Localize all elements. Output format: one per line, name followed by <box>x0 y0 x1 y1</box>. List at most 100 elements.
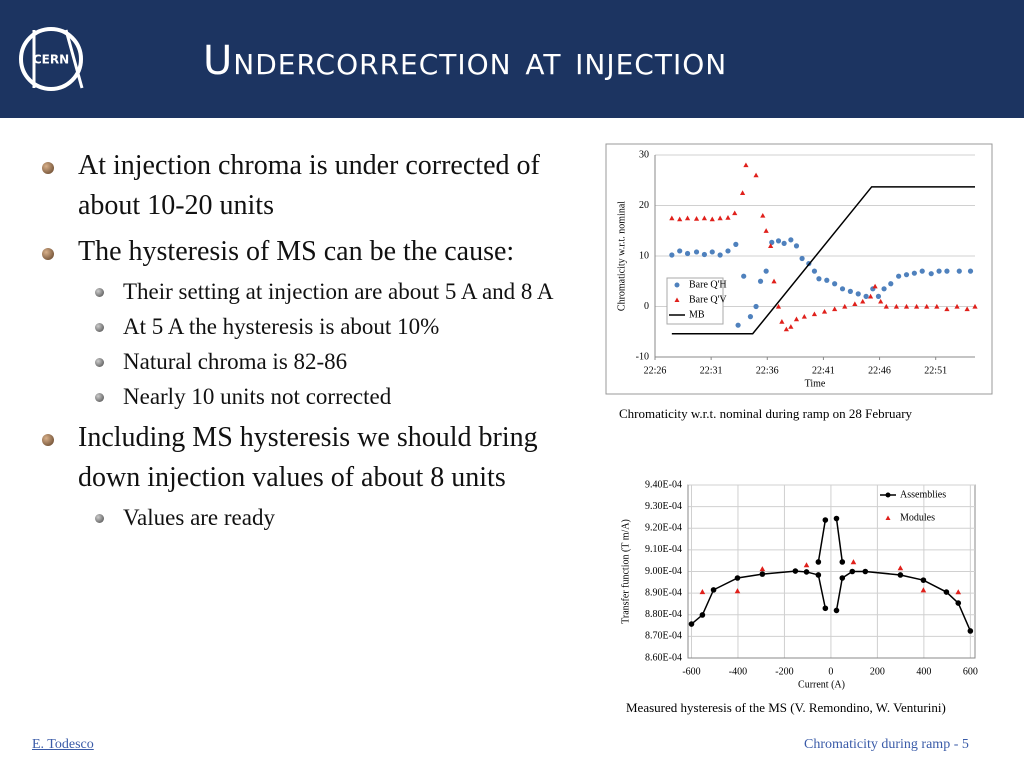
data-point <box>733 241 739 247</box>
data-point <box>833 607 840 614</box>
data-point <box>710 587 717 593</box>
data-point <box>735 322 741 328</box>
logo-ring <box>19 27 83 91</box>
data-point <box>964 306 970 312</box>
data-point <box>955 600 962 606</box>
data-point <box>863 293 869 299</box>
data-point <box>888 281 894 287</box>
data-point <box>839 286 846 292</box>
y-tick-label: 10 <box>639 250 649 261</box>
y-tick-label: 8.80E-04 <box>645 609 682 620</box>
x-tick-label: 200 <box>870 666 885 677</box>
data-point <box>775 303 782 309</box>
x-tick-label: 22:46 <box>868 365 891 376</box>
bullet-text: Nearly 10 units not corrected <box>123 384 392 409</box>
legend-label: Bare Q'V <box>689 294 727 305</box>
data-point <box>769 239 775 245</box>
data-point <box>741 273 747 279</box>
data-point <box>972 303 978 309</box>
footer-page: Chromaticity during ramp - 5 <box>804 737 969 752</box>
data-point <box>768 243 774 248</box>
data-point <box>850 559 857 565</box>
data-point <box>920 587 927 593</box>
data-point <box>943 589 950 595</box>
data-point <box>847 288 853 294</box>
data-point <box>872 283 878 289</box>
slide-title: Undercorrection at injection <box>203 38 728 84</box>
data-point <box>944 306 950 312</box>
data-point <box>759 571 766 577</box>
data-point <box>860 298 866 304</box>
data-point <box>801 314 807 319</box>
bullet-marker <box>95 288 104 297</box>
bullet-text: The hysteresis of MS can be the cause: <box>78 236 515 267</box>
data-point <box>739 190 746 195</box>
data-point <box>677 248 683 254</box>
sub-bullet: Nearly 10 units not corrected <box>40 381 570 412</box>
data-point <box>763 268 769 274</box>
y-tick-label: 8.70E-04 <box>645 631 682 642</box>
y-tick-label: 9.00E-04 <box>645 566 682 577</box>
data-point <box>934 303 940 309</box>
data-point <box>669 215 675 221</box>
data-point <box>693 249 700 255</box>
data-point <box>763 228 769 233</box>
data-point <box>688 621 695 627</box>
data-point <box>781 240 787 246</box>
bullet-text: Including MS hysteresis we should bring … <box>78 422 538 493</box>
data-point <box>811 268 818 274</box>
bullet: Including MS hysteresis we should bring … <box>40 418 570 498</box>
data-point <box>684 250 691 257</box>
data-point <box>793 243 800 249</box>
series-line <box>671 186 975 335</box>
bullet-list: At injection chroma is under corrected o… <box>40 140 570 533</box>
bullet-text: Values are ready <box>123 505 275 530</box>
data-point <box>914 303 920 309</box>
data-point <box>701 251 708 258</box>
y-tick-label: 9.10E-04 <box>645 544 682 555</box>
data-point <box>734 588 741 594</box>
y-tick-label: -10 <box>636 351 649 362</box>
bullet-text: Their setting at injection are about 5 A… <box>123 279 554 304</box>
x-axis-title: Current (A) <box>798 679 845 690</box>
data-point <box>779 319 785 324</box>
data-point <box>709 249 715 255</box>
bullet-marker <box>42 434 54 446</box>
data-point <box>967 628 974 634</box>
data-point <box>852 301 858 307</box>
x-tick-label: 22:26 <box>644 365 667 376</box>
data-point <box>878 298 884 304</box>
bullet: The hysteresis of MS can be the cause: <box>40 232 570 272</box>
data-point <box>699 612 706 618</box>
logo-lines <box>32 29 84 89</box>
data-point <box>883 303 889 309</box>
sub-bullet: Values are ready <box>40 502 570 533</box>
data-point <box>896 273 902 279</box>
data-point <box>788 237 794 243</box>
header-band <box>0 0 1024 118</box>
data-point <box>881 286 887 292</box>
data-point <box>862 568 869 575</box>
bullet-text: At 5 A the hysteresis is about 10% <box>123 314 440 339</box>
y-axis-title: Transfer function (T m/A) <box>620 519 631 624</box>
data-point <box>903 303 910 309</box>
data-point <box>815 559 822 565</box>
logo: CERN <box>19 27 84 91</box>
sub-bullet: At 5 A the hysteresis is about 10% <box>40 311 570 342</box>
data-point <box>793 316 800 322</box>
legend-marker <box>674 282 680 288</box>
x-tick-label: 22:51 <box>924 365 947 376</box>
y-tick-label: 20 <box>639 200 649 211</box>
data-point <box>783 326 789 332</box>
footer-author: E. Todesco <box>32 737 94 752</box>
data-point <box>725 215 731 220</box>
data-point <box>747 314 754 320</box>
chart-caption: Measured hysteresis of the MS (V. Remond… <box>626 700 946 715</box>
data-point <box>822 517 829 523</box>
data-point <box>832 306 838 312</box>
legend-label: Bare Q'H <box>689 279 727 290</box>
data-point <box>954 303 960 309</box>
data-point <box>956 268 962 274</box>
